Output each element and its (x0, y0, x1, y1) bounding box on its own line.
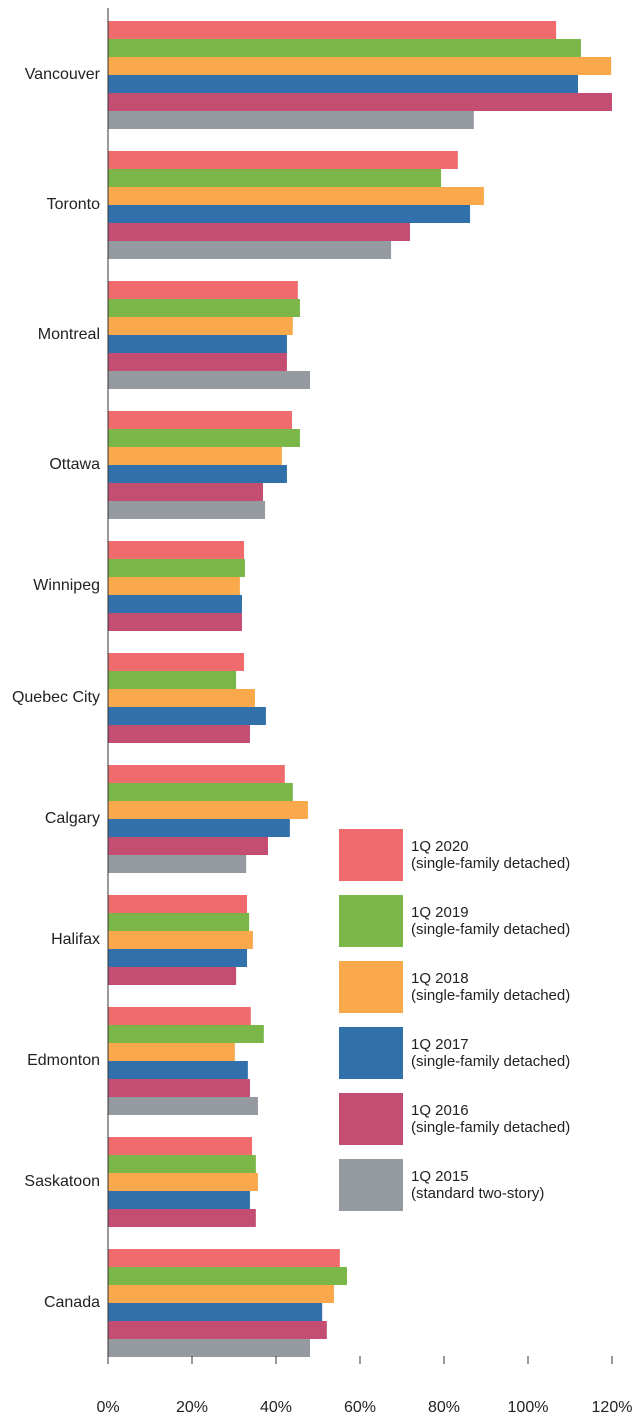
bar (108, 1043, 235, 1061)
bar (108, 411, 292, 429)
legend-label: 1Q 2018 (single-family detached) (411, 970, 571, 1004)
y-tick-label: Canada (44, 1294, 100, 1311)
bar (108, 299, 300, 317)
legend-label: 1Q 2017 (single-family detached) (411, 1036, 571, 1070)
bar (108, 1079, 250, 1097)
y-tick-label: Vancouver (25, 66, 101, 83)
bar (108, 187, 484, 205)
y-tick-label: Calgary (45, 810, 100, 827)
bar (108, 1007, 251, 1025)
bar (108, 967, 237, 985)
bar (108, 353, 287, 371)
bar (108, 169, 442, 187)
bar (108, 689, 255, 707)
bar (108, 465, 287, 483)
bar (108, 205, 471, 223)
bar (108, 1191, 250, 1209)
bar (108, 541, 245, 559)
bar (108, 39, 581, 57)
legend-label: 1Q 2019 (single-family detached) (411, 904, 571, 938)
bar (108, 613, 242, 631)
bar (108, 949, 248, 967)
bar (108, 1209, 256, 1227)
legend-swatch (339, 1159, 403, 1211)
x-tick-label: 80% (428, 1399, 460, 1416)
bar (108, 707, 266, 725)
legend-label: 1Q 2016 (single-family detached) (411, 1102, 571, 1136)
y-tick-label: Saskatoon (24, 1173, 100, 1190)
bar (108, 1321, 327, 1339)
bar (108, 1097, 258, 1115)
bar (108, 317, 293, 335)
y-tick-label: Toronto (47, 196, 100, 213)
bar (108, 765, 285, 783)
bar (108, 111, 474, 129)
bar (108, 913, 250, 931)
bar (108, 895, 248, 913)
bar (108, 801, 308, 819)
bar (108, 501, 266, 519)
bar (108, 1249, 340, 1267)
legend-swatch (339, 1093, 403, 1145)
y-tick-label: Montreal (38, 326, 100, 343)
bar (108, 819, 290, 837)
x-tick-label: 0% (96, 1399, 119, 1416)
bar (108, 371, 311, 389)
bar (108, 1173, 258, 1191)
legend-label: 1Q 2020 (single-family detached) (411, 838, 571, 872)
bar (108, 671, 237, 689)
bar (108, 21, 557, 39)
bar (108, 223, 410, 241)
bar (108, 93, 612, 111)
y-tick-label: Halifax (51, 931, 100, 948)
bar (108, 151, 458, 169)
x-tick-label: 120% (592, 1399, 633, 1416)
x-tick-label: 100% (508, 1399, 549, 1416)
y-tick-label: Quebec City (12, 689, 100, 706)
bar (108, 1303, 323, 1321)
bar (108, 725, 250, 743)
bar (108, 57, 612, 75)
bar (108, 281, 298, 299)
y-tick-label: Edmonton (27, 1052, 100, 1069)
legend-label: 1Q 2015 (standard two-story) (411, 1168, 545, 1202)
legend-swatch (339, 1027, 403, 1079)
bar (108, 1025, 264, 1043)
bar (108, 483, 263, 501)
x-tick-label: 60% (344, 1399, 376, 1416)
legend-swatch (339, 895, 403, 947)
bar (108, 447, 282, 465)
bar (108, 783, 293, 801)
bar (108, 577, 240, 595)
bar (108, 335, 287, 353)
x-tick-label: 20% (176, 1399, 208, 1416)
y-tick-label: Winnipeg (33, 577, 100, 594)
y-tick-label: Ottawa (49, 456, 100, 473)
legend-swatch (339, 961, 403, 1013)
bar (108, 1137, 253, 1155)
bar (108, 855, 247, 873)
bar (108, 1339, 311, 1357)
bar (108, 1155, 256, 1173)
bar (108, 1061, 248, 1079)
bar (108, 837, 269, 855)
bar (108, 1285, 334, 1303)
legend-swatch (339, 829, 403, 881)
bar (108, 429, 300, 447)
bar (108, 931, 253, 949)
bar (108, 653, 245, 671)
bar (108, 595, 242, 613)
bar (108, 241, 392, 259)
bar (108, 1267, 347, 1285)
bar (108, 559, 245, 577)
x-tick-label: 40% (260, 1399, 292, 1416)
bar (108, 75, 578, 93)
